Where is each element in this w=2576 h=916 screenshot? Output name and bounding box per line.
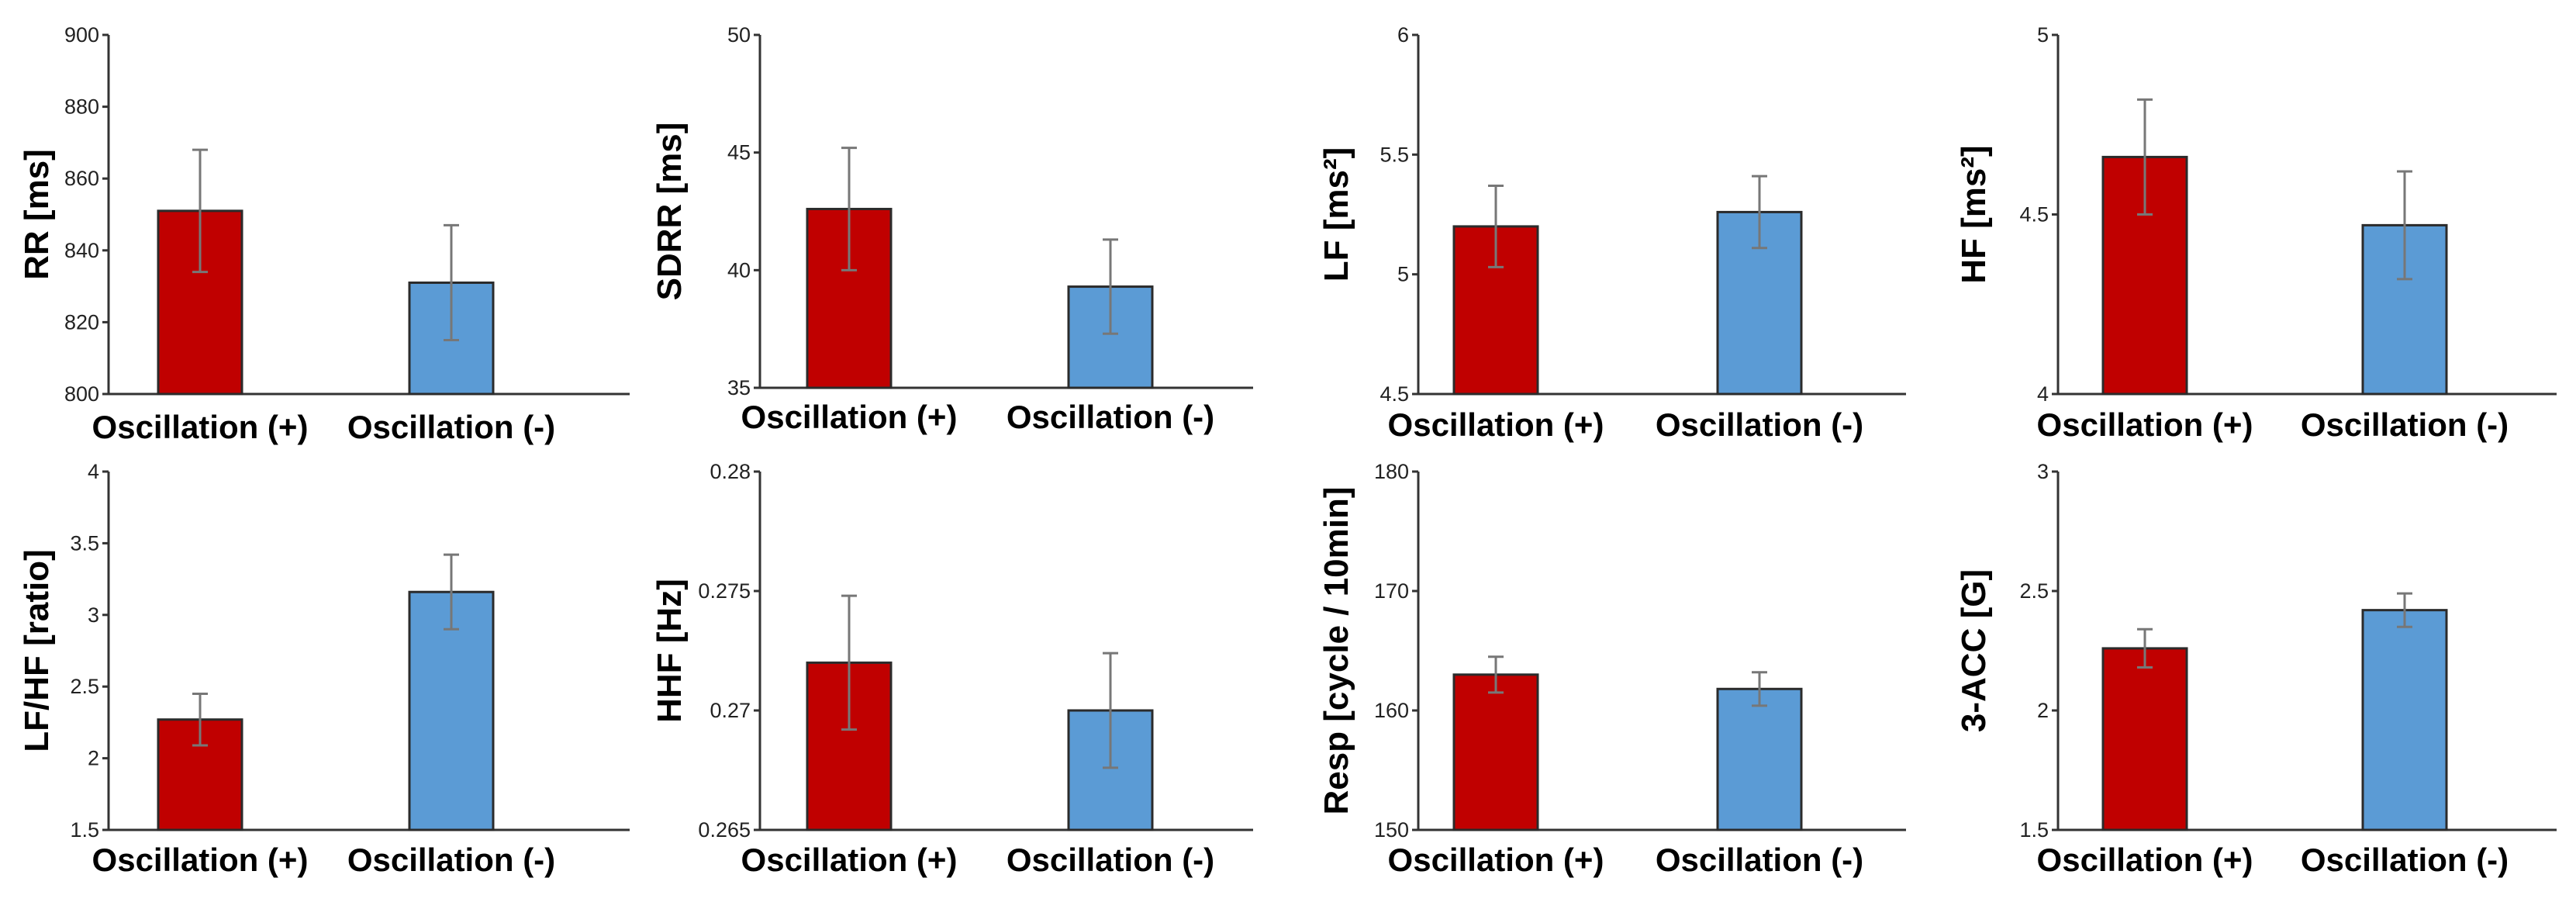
y-tick-label: 4: [2037, 382, 2049, 406]
y-tick-label: 170: [1374, 579, 1409, 603]
y-tick-label: 150: [1374, 818, 1409, 842]
bar-oscillation-plus: [1452, 673, 1539, 831]
y-tick-label: 3: [88, 603, 99, 627]
y-tick-label: 880: [64, 95, 99, 119]
y-tick-label: 1.5: [2019, 818, 2049, 842]
bar-oscillation-minus: [2361, 609, 2448, 831]
x-category-label: Oscillation (+): [2037, 406, 2253, 443]
y-tick-label: 35: [727, 376, 751, 399]
y-tick-label: 40: [727, 258, 751, 282]
y-tick-label: 0.28: [710, 460, 751, 483]
bar-oscillation-minus: [1716, 687, 1803, 831]
bar-oscillation-plus: [2101, 647, 2188, 831]
y-axis-title: HF [ms²]: [1955, 145, 1993, 283]
x-category-label: Oscillation (+): [1388, 842, 1604, 878]
y-tick-label: 820: [64, 310, 99, 334]
x-category-label: Oscillation (-): [347, 842, 555, 878]
y-axis-title: SDRR [ms]: [651, 123, 689, 301]
y-tick-label: 4: [88, 460, 99, 483]
y-tick-label: 5: [2037, 23, 2049, 47]
x-category-label: Oscillation (+): [2037, 842, 2253, 878]
y-tick-label: 4.5: [1380, 382, 1409, 406]
y-tick-label: 5: [1397, 263, 1409, 286]
y-tick-label: 4.5: [2019, 203, 2049, 226]
y-axis-title: RR [ms]: [18, 149, 56, 280]
x-category-label: Oscillation (+): [741, 842, 958, 878]
y-tick-label: 840: [64, 239, 99, 262]
y-tick-label: 860: [64, 167, 99, 190]
y-axis-title: LF [ms²]: [1317, 147, 1355, 282]
y-tick-label: 180: [1374, 460, 1409, 483]
x-category-label: Oscillation (+): [1388, 406, 1604, 443]
y-tick-label: 3: [2037, 460, 2049, 483]
x-category-label: Oscillation (+): [92, 409, 309, 445]
x-category-label: Oscillation (-): [1007, 842, 1214, 878]
x-category-label: Oscillation (-): [1656, 842, 1863, 878]
x-category-label: Oscillation (+): [92, 842, 309, 878]
x-category-label: Oscillation (+): [741, 399, 958, 435]
y-tick-label: 3.5: [70, 531, 99, 555]
y-tick-label: 2.5: [2019, 579, 2049, 603]
x-category-label: Oscillation (-): [2301, 842, 2509, 878]
bar-oscillation-minus: [1716, 210, 1803, 396]
y-tick-label: 45: [727, 141, 751, 164]
x-category-label: Oscillation (-): [1007, 399, 1214, 435]
y-tick-label: 800: [64, 382, 99, 406]
x-category-label: Oscillation (-): [1656, 406, 1863, 443]
y-tick-label: 50: [727, 23, 751, 47]
y-tick-label: 2.5: [70, 675, 99, 698]
y-tick-label: 6: [1397, 23, 1409, 47]
y-tick-label: 0.275: [698, 579, 751, 603]
y-axis-title: LF/HF [ratio]: [18, 549, 56, 752]
x-category-label: Oscillation (-): [347, 409, 555, 445]
y-axis-title: Resp [cycle / 10min]: [1317, 486, 1355, 814]
y-tick-label: 1.5: [70, 818, 99, 842]
y-tick-label: 2: [88, 747, 99, 770]
y-tick-label: 0.27: [710, 699, 751, 722]
x-category-label: Oscillation (-): [2301, 406, 2509, 443]
y-tick-label: 5.5: [1380, 143, 1409, 166]
y-tick-label: 0.265: [698, 818, 751, 842]
y-axis-title: HHF [Hz]: [651, 579, 689, 723]
y-tick-label: 900: [64, 23, 99, 47]
y-tick-label: 160: [1374, 699, 1409, 722]
y-axis-title: 3-ACC [G]: [1955, 569, 1993, 732]
y-tick-label: 2: [2037, 699, 2049, 722]
